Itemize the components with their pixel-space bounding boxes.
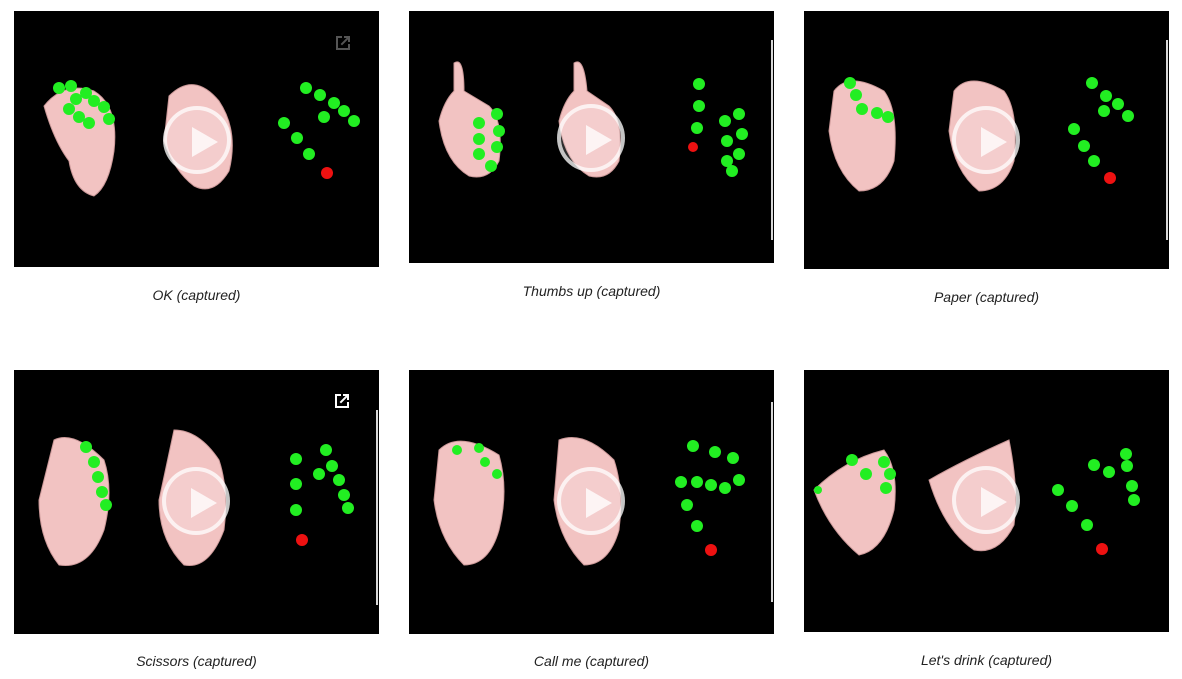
- play-button[interactable]: [952, 466, 1020, 534]
- video-thumbnail-call-me[interactable]: [409, 370, 774, 634]
- video-caption: Paper (captured): [933, 289, 1040, 305]
- play-button[interactable]: [162, 467, 230, 535]
- play-button[interactable]: [557, 104, 625, 172]
- adjacent-frame-edge: [376, 410, 378, 605]
- video-thumbnail-lets-drink[interactable]: [804, 370, 1169, 632]
- adjacent-frame-edge: [1166, 40, 1168, 240]
- external-link-icon[interactable]: [332, 391, 352, 411]
- play-button[interactable]: [557, 467, 625, 535]
- video-caption: Thumbs up (captured): [522, 283, 661, 299]
- video-caption: Let's drink (captured): [920, 652, 1053, 668]
- video-thumbnail-thumbs-up[interactable]: [409, 11, 774, 263]
- video-thumbnail-paper[interactable]: [804, 11, 1169, 269]
- video-thumbnail-ok[interactable]: [14, 11, 379, 267]
- video-thumbnail-scissors[interactable]: [14, 370, 379, 634]
- video-caption: Call me (captured): [533, 653, 650, 669]
- play-button[interactable]: [952, 106, 1020, 174]
- video-caption: Scissors (captured): [136, 653, 257, 669]
- play-button[interactable]: [163, 106, 231, 174]
- external-link-icon[interactable]: [333, 33, 353, 53]
- adjacent-frame-edge: [771, 402, 773, 602]
- adjacent-frame-edge: [771, 40, 773, 240]
- video-caption: OK (captured): [152, 287, 241, 303]
